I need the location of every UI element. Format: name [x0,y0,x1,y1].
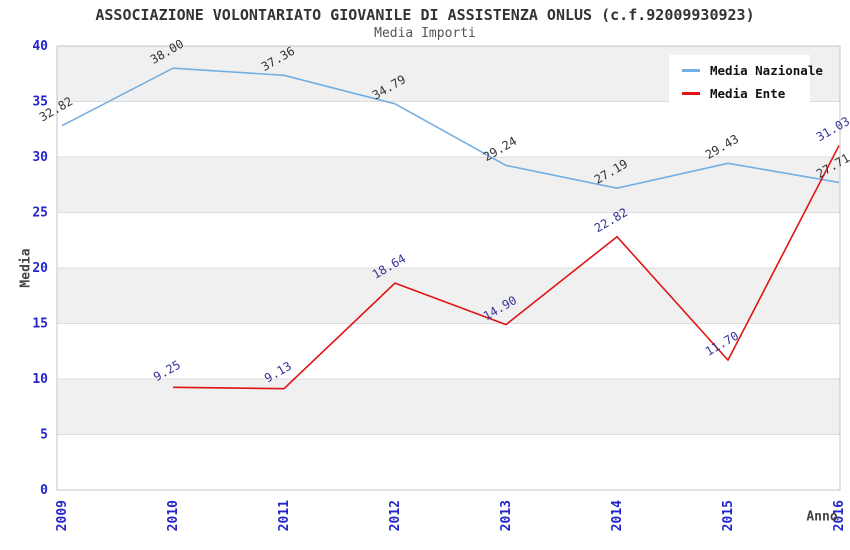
y-tick-label: 10 [32,372,48,387]
chart-subtitle: Media Importi [374,26,476,41]
series-line-media-nazionale [61,67,840,189]
x-tick-label: 2012 [388,500,403,531]
legend-item-media-ente: Media Ente [682,86,810,101]
series-line-media-ente [172,145,840,390]
y-tick-label: 20 [32,261,48,276]
legend-item-label: Media Ente [710,86,786,101]
legend-item-label: Media Nazionale [710,63,823,78]
x-tick-label: 2011 [277,500,292,531]
y-tick-label: 40 [32,39,48,54]
x-tick-label: 2016 [832,500,847,531]
y-tick-label: 5 [40,428,48,443]
grid-band [57,157,840,213]
legend-swatch-media-nazionale [682,69,700,72]
data-point-label-media-ente: 31.03 [814,114,850,144]
x-tick-label: 2015 [721,500,736,531]
x-tick-label: 2010 [166,500,181,531]
y-axis-label: Media [18,248,34,288]
plot-border [56,45,841,491]
y-tick-label: 0 [40,483,48,498]
grid-band [57,268,840,324]
legend-item-media-nazionale: Media Nazionale [682,63,823,78]
y-tick-label: 35 [32,95,48,110]
legend: Media Nazionale Media Ente [669,55,823,110]
y-tick-label: 30 [32,150,48,165]
x-tick-label: 2014 [610,500,625,531]
y-tick-label: 25 [32,206,48,221]
chart-title: ASSOCIAZIONE VOLONTARIATO GIOVANILE DI A… [95,6,755,24]
x-tick-label: 2009 [55,500,70,531]
legend-swatch-media-ente [682,92,700,95]
x-tick-label: 2013 [499,500,514,531]
y-tick-label: 15 [32,317,48,332]
x-axis-label: Anno [806,509,838,525]
